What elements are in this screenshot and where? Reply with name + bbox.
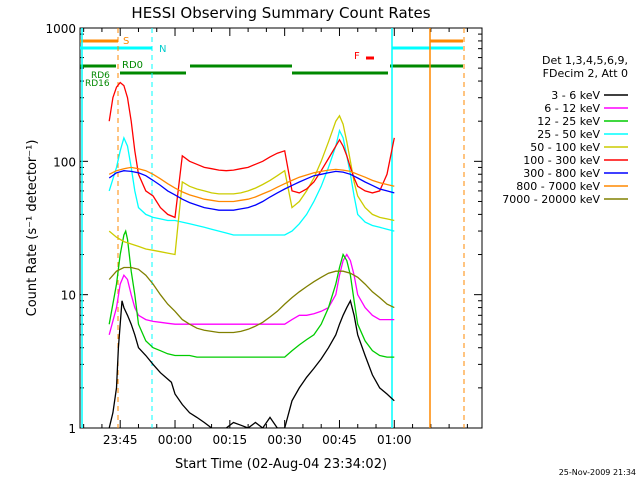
x-tick-label: 00:30	[267, 433, 302, 447]
y-tick-label: 1000	[45, 22, 76, 36]
status-label-n: N	[159, 44, 166, 55]
legend-label-7: 300 - 800 keV	[523, 167, 600, 180]
x-axis-label: Start Time (02-Aug-04 23:34:02)	[175, 457, 387, 472]
legend-label-6: 100 - 300 keV	[523, 154, 600, 167]
axes-layer: 1 10 100 1000 23:45 00:00 00:15 00:30 00:45 01:00	[45, 22, 482, 447]
status-label-rd0: RD0	[122, 60, 143, 71]
legend: Det 1,3,4,5,6,9, FDecim 2, Att 0 3 - 6 k…	[502, 54, 628, 206]
legend-label-9: 7000 - 20000 keV	[502, 193, 600, 206]
x-tick-label: 23:45	[103, 433, 138, 447]
x-tick-label: 01:00	[377, 433, 412, 447]
y-tick-label: 100	[53, 155, 76, 169]
x-tick-label: 00:45	[322, 433, 357, 447]
chart-title: HESSI Observing Summary Count Rates	[131, 4, 430, 22]
date-stamp: 25-Nov-2009 21:34	[559, 468, 636, 477]
series-layer	[108, 81, 395, 428]
series-line-9	[108, 266, 395, 334]
legend-label-1: 3 - 6 keV	[551, 89, 600, 102]
status-label-rd6: RD6	[91, 71, 110, 81]
legend-header-1: Det 1,3,4,5,6,9,	[542, 54, 628, 67]
series-line-5	[108, 114, 395, 256]
legend-label-5: 50 - 100 keV	[530, 141, 600, 154]
legend-label-8: 800 - 7000 keV	[516, 180, 600, 193]
series-line-2	[108, 253, 395, 335]
status-bars	[80, 28, 465, 428]
series-line-3	[108, 229, 395, 358]
y-tick-label: 10	[61, 289, 76, 303]
series-line-8	[108, 166, 395, 203]
series-line-6	[108, 81, 395, 219]
x-tick-label: 00:15	[213, 433, 248, 447]
status-label-f: F	[354, 51, 360, 62]
plot-frame	[79, 27, 483, 429]
series-line-1	[108, 299, 395, 428]
status-label-rd16: RD16	[85, 79, 110, 89]
y-axis-label: Count Rate (s⁻¹ detector⁻¹)	[25, 140, 40, 317]
legend-label-4: 25 - 50 keV	[537, 128, 600, 141]
series-line-7	[108, 170, 395, 211]
legend-header-2: FDecim 2, Att 0	[543, 67, 628, 80]
series-line-4	[108, 128, 395, 236]
status-label-s: S	[123, 36, 129, 47]
x-tick-label: 00:00	[158, 433, 193, 447]
y-tick-label: 1	[68, 422, 76, 436]
legend-label-2: 6 - 12 keV	[544, 102, 600, 115]
legend-label-3: 12 - 25 keV	[537, 115, 600, 128]
